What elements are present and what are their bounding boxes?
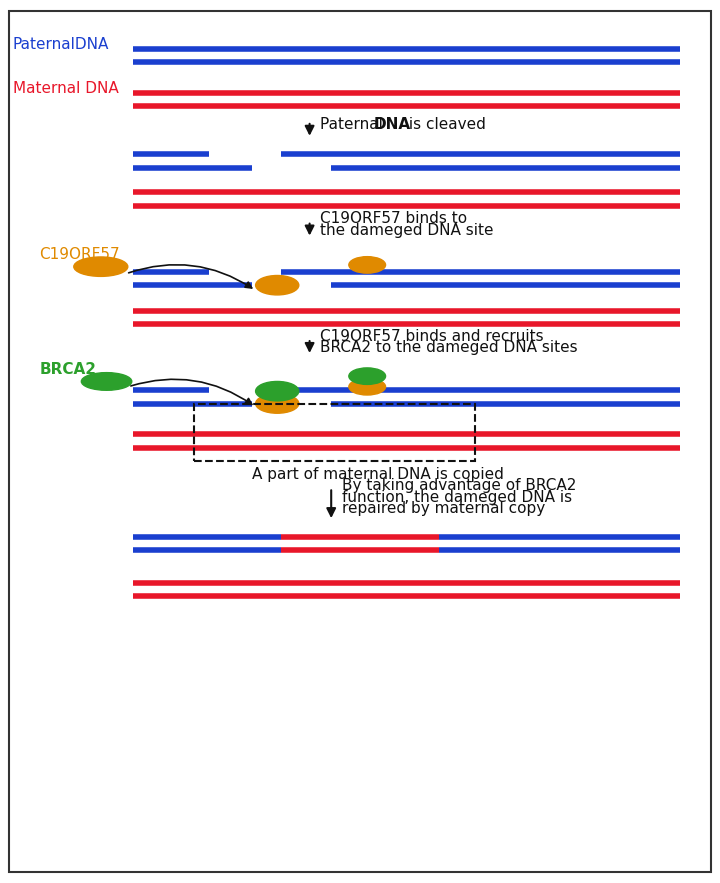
Text: BRCA2: BRCA2: [40, 362, 96, 376]
Bar: [194, 404, 475, 461]
Text: PaternalDNA: PaternalDNA: [13, 37, 109, 51]
Text: Maternal DNA: Maternal DNA: [13, 81, 119, 95]
Ellipse shape: [81, 373, 132, 390]
Ellipse shape: [348, 379, 386, 395]
Text: function, the dameged DNA is: function, the dameged DNA is: [342, 490, 572, 504]
Text: the dameged DNA site: the dameged DNA site: [320, 223, 494, 238]
Ellipse shape: [256, 381, 299, 401]
Text: repaired by maternal copy: repaired by maternal copy: [342, 502, 545, 516]
Text: BRCA2 to the dameged DNA sites: BRCA2 to the dameged DNA sites: [320, 341, 578, 355]
Text: C19ORF57 binds and recruits: C19ORF57 binds and recruits: [320, 329, 544, 343]
Text: C19ORF57 binds to: C19ORF57 binds to: [320, 212, 467, 226]
Ellipse shape: [74, 257, 128, 276]
Text: A part of maternal DNA is copied: A part of maternal DNA is copied: [252, 467, 504, 481]
Text: Paternal: Paternal: [320, 117, 388, 132]
Text: C19ORF57: C19ORF57: [40, 247, 120, 261]
Ellipse shape: [348, 257, 386, 273]
Text: DNA: DNA: [374, 117, 411, 132]
Text: By taking advantage of BRCA2: By taking advantage of BRCA2: [342, 479, 577, 493]
Ellipse shape: [348, 368, 386, 384]
Ellipse shape: [256, 394, 299, 413]
Text: is cleaved: is cleaved: [404, 117, 486, 132]
Ellipse shape: [256, 275, 299, 295]
